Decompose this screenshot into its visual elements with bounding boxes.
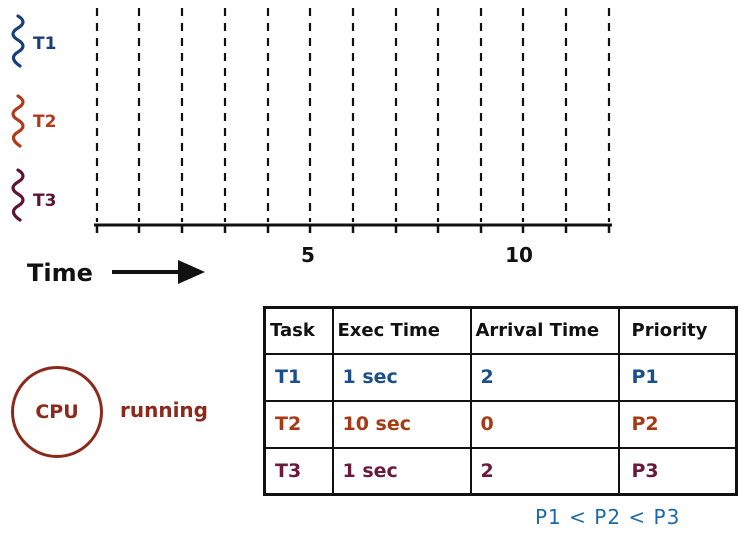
time-axis-label: Time (27, 259, 93, 287)
header-exec-time: Exec Time (331, 306, 472, 355)
timeline-diagram: 5 10 T1 T2 T3 Time (11, 8, 612, 287)
cell-exec-time: 10 sec (331, 399, 472, 449)
table-row: T2 10 sec 0 P2 (263, 399, 738, 449)
table-row: T3 1 sec 2 P3 (263, 446, 738, 496)
task-t3-marker: T3 (11, 168, 56, 222)
table-header-row: Task Exec Time Arrival Time Priority (263, 306, 738, 355)
cpu-state-label: running (120, 398, 208, 422)
cell-priority: P1 (617, 352, 738, 402)
cell-exec-time: 1 sec (331, 446, 472, 496)
arrow-right-icon (112, 260, 205, 284)
header-arrival-time: Arrival Time (469, 306, 620, 355)
table-row: T1 1 sec 2 P1 (263, 352, 738, 402)
tick-label-5: 5 (301, 243, 315, 267)
task-t2-marker: T2 (11, 94, 56, 148)
cpu-label: CPU (35, 401, 79, 423)
header-priority: Priority (617, 306, 738, 355)
cell-exec-time: 1 sec (331, 352, 472, 402)
cell-priority: P3 (617, 446, 738, 496)
cell-task: T1 (263, 352, 334, 402)
squiggle-icon (11, 14, 25, 68)
header-task: Task (263, 306, 334, 355)
cell-task: T2 (263, 399, 334, 449)
tick-label-10: 10 (505, 243, 533, 267)
cell-priority: P2 (617, 399, 738, 449)
task-t1-marker: T1 (11, 14, 56, 68)
task-label-t1: T1 (33, 34, 56, 54)
task-label-t3: T3 (33, 191, 56, 211)
squiggle-icon (11, 168, 25, 222)
cell-task: T3 (263, 446, 334, 496)
cpu-circle: CPU (11, 366, 103, 458)
task-table: Task Exec Time Arrival Time Priority T1 1… (263, 306, 738, 496)
squiggle-icon (11, 94, 25, 148)
priority-order-note: P1 < P2 < P3 (535, 505, 681, 529)
cell-arrival-time: 2 (469, 446, 620, 496)
cell-arrival-time: 2 (469, 352, 620, 402)
task-label-t2: T2 (33, 112, 56, 132)
cell-arrival-time: 0 (469, 399, 620, 449)
